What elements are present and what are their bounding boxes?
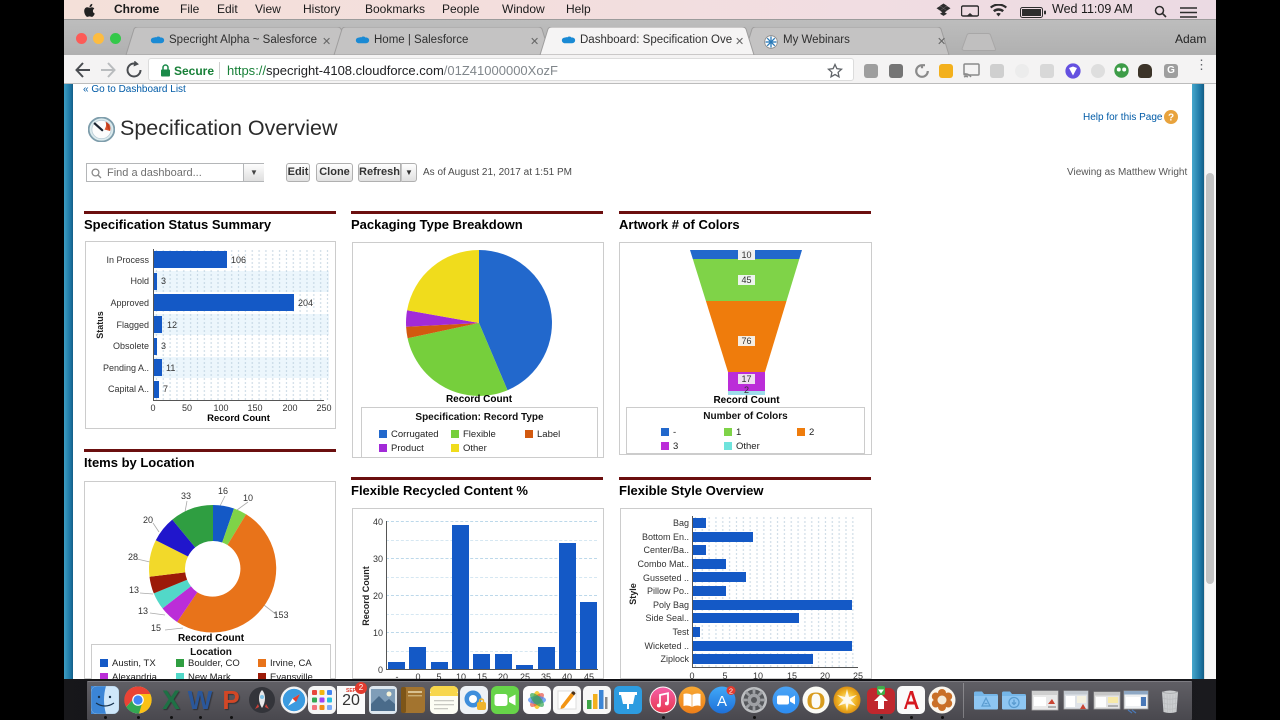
svg-text:A: A [717,693,727,710]
svg-text:2: 2 [729,687,733,696]
svg-text:O: O [806,688,825,714]
svg-text:?: ? [1168,113,1174,124]
